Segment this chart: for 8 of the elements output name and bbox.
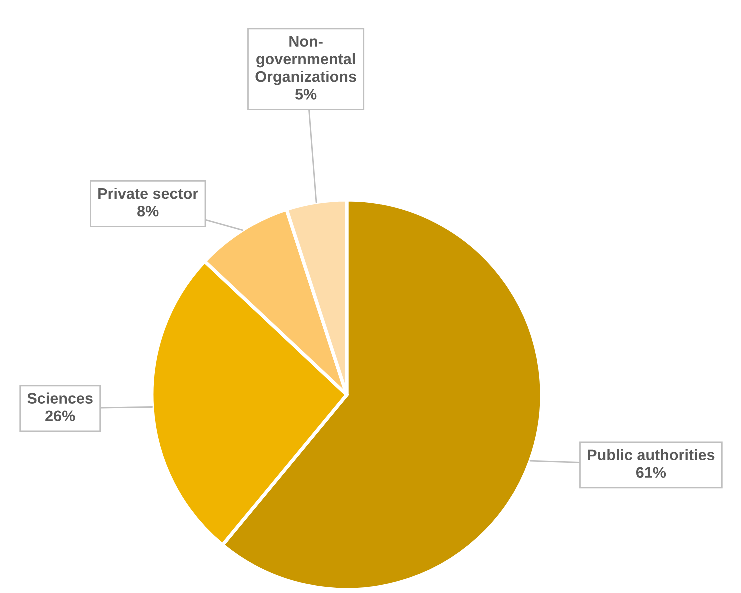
data-label: 61%	[636, 467, 666, 478]
slice-label: Non- governmental Organizations	[256, 36, 356, 86]
slice-label: Sciences	[28, 392, 93, 404]
slice-label: Private sector	[98, 188, 198, 200]
data-label: 8%	[138, 206, 159, 217]
data-label: 26%	[46, 410, 76, 422]
slice-label: Public authorities	[588, 449, 715, 461]
data-label: 5%	[295, 89, 317, 100]
